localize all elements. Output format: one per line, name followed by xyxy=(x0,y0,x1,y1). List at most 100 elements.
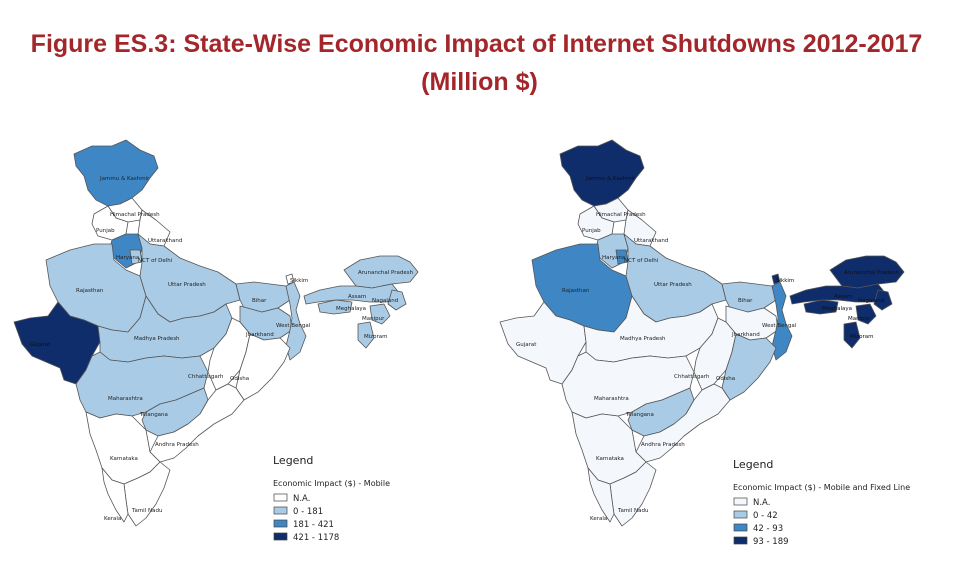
state-label-telangana: Telangana xyxy=(625,412,654,418)
state-label-manipur: Manipur xyxy=(848,316,871,322)
state-label-arunanchal-pradesh: Arunanchal Pradesh xyxy=(358,270,414,276)
legend-swatch-high xyxy=(273,532,288,541)
state-bihar xyxy=(235,281,291,313)
legend-swatch-na xyxy=(273,493,288,502)
state-label-meghalaya: Meghalaya xyxy=(822,306,852,312)
figure-title: Figure ES.3: State-Wise Economic Impact … xyxy=(30,30,923,58)
state-label-mizoram: Mizoram xyxy=(364,334,388,340)
state-label-rajasthan: Rajasthan xyxy=(562,288,590,294)
state-odisha xyxy=(721,333,777,401)
legend-swatch-mid xyxy=(733,523,748,532)
state-jammu-and-kashmir xyxy=(559,139,645,207)
legend-subtitle: Economic Impact ($) - Mobile and Fixed L… xyxy=(733,483,910,492)
state-west-bengal xyxy=(285,281,307,361)
state-meghalaya xyxy=(803,299,839,315)
legend-mobile-fixed-line: Legend Economic Impact ($) - Mobile and … xyxy=(733,458,910,547)
state-label-punjab: Punjab xyxy=(96,228,115,234)
state-label-uttarakhand: Uttarakhand xyxy=(148,238,182,244)
state-manipur xyxy=(369,303,391,325)
state-label-karnataka: Karnataka xyxy=(110,456,138,462)
state-label-kerala: Kerala xyxy=(104,516,121,522)
state-label-nagaland: Nagaland xyxy=(858,298,884,304)
state-label-bihar: Bihar xyxy=(252,298,267,304)
state-label-uttarakhand: Uttarakhand xyxy=(634,238,668,244)
state-jammu-and-kashmir xyxy=(73,139,159,207)
state-label-jammu-and-kashmir: Jammu & Kashmir xyxy=(99,176,150,182)
legend-swatch-high xyxy=(733,536,748,545)
state-label-andhra-pradesh: Andhra Pradesh xyxy=(155,442,199,448)
state-label-rajasthan: Rajasthan xyxy=(76,288,104,294)
state-label-punjab: Punjab xyxy=(582,228,601,234)
state-label-nagaland: Nagaland xyxy=(372,298,398,304)
state-label-chhattisgarh: Chhattisgarh xyxy=(674,374,710,380)
state-label-madhya-pradesh: Madhya Pradesh xyxy=(134,336,180,342)
legend-label-high: 421 - 1178 xyxy=(293,533,339,543)
legend-title: Legend xyxy=(273,454,313,467)
legend-label-low: 0 - 42 xyxy=(753,511,778,521)
state-label-nct-of-delhi: NCT of Delhi xyxy=(138,258,173,264)
state-label-andhra-pradesh: Andhra Pradesh xyxy=(641,442,685,448)
state-label-jharkhand: Jharkhand xyxy=(731,332,760,338)
state-andhra-pradesh xyxy=(149,383,245,463)
legend-label-na: N.A. xyxy=(753,498,770,508)
state-label-odisha: Odisha xyxy=(716,376,735,382)
legend-label-high: 93 - 189 xyxy=(753,537,789,547)
state-nagaland xyxy=(387,289,407,311)
state-label-manipur: Manipur xyxy=(362,316,385,322)
state-label-haryana: Haryana xyxy=(116,255,139,261)
state-label-himachal-pradesh: Himachal Pradesh xyxy=(110,212,160,218)
state-manipur xyxy=(855,303,877,325)
state-label-kerala: Kerala xyxy=(590,516,607,522)
state-label-tamil-nadu: Tamil Nadu xyxy=(131,508,162,514)
state-label-sikkim: Sikkim xyxy=(290,278,308,284)
state-bihar xyxy=(721,281,777,313)
legend-mobile: Legend Economic Impact ($) - Mobile N.A.… xyxy=(273,454,390,543)
figure-subtitle-units: (Million $) xyxy=(421,68,538,96)
state-label-odisha: Odisha xyxy=(230,376,249,382)
state-label-madhya-pradesh: Madhya Pradesh xyxy=(620,336,666,342)
state-label-bihar: Bihar xyxy=(738,298,753,304)
legend-swatch-low xyxy=(733,510,748,519)
legend-swatch-low xyxy=(273,506,288,515)
state-kerala xyxy=(101,467,129,523)
state-label-assam: Assam xyxy=(348,294,366,300)
state-label-maharashtra: Maharashtra xyxy=(594,396,629,402)
state-mizoram xyxy=(357,321,375,349)
state-label-uttar-pradesh: Uttar Pradesh xyxy=(168,282,206,288)
state-nagaland xyxy=(873,289,893,311)
legend-subtitle: Economic Impact ($) - Mobile xyxy=(273,479,390,488)
state-label-telangana: Telangana xyxy=(139,412,168,418)
state-west-bengal xyxy=(771,281,793,361)
state-label-gujarat: Gujarat xyxy=(516,342,537,348)
legend-swatch-na xyxy=(733,497,748,506)
state-label-sikkim: Sikkim xyxy=(776,278,794,284)
state-label-meghalaya: Meghalaya xyxy=(336,306,366,312)
legend-swatch-mid xyxy=(273,519,288,528)
state-label-west-bengal: West Bengal xyxy=(762,323,797,329)
state-label-haryana: Haryana xyxy=(602,255,625,261)
legend-label-mid: 181 - 421 xyxy=(293,520,334,530)
state-label-arunanchal-pradesh: Arunanchal Pradesh xyxy=(844,270,900,276)
state-label-uttar-pradesh: Uttar Pradesh xyxy=(654,282,692,288)
state-label-tamil-nadu: Tamil Nadu xyxy=(617,508,648,514)
map-mobile-fixed-line: Jammu & Kashmir Himachal Pradesh Punjab Utt… xyxy=(499,139,905,527)
state-kerala xyxy=(587,467,615,523)
legend-title: Legend xyxy=(733,458,773,471)
state-label-jammu-and-kashmir: Jammu & Kashmir xyxy=(585,176,636,182)
state-label-mizoram: Mizoram xyxy=(850,334,874,340)
legend-label-na: N.A. xyxy=(293,494,310,504)
state-odisha xyxy=(235,333,291,401)
state-label-gujarat: Gujarat xyxy=(30,342,51,348)
state-label-himachal-pradesh: Himachal Pradesh xyxy=(596,212,646,218)
state-label-assam: Assam xyxy=(834,294,852,300)
legend-label-mid: 42 - 93 xyxy=(753,524,783,534)
legend-label-low: 0 - 181 xyxy=(293,507,323,517)
map-mobile: Jammu & Kashmir Himachal Pradesh Punjab Utt… xyxy=(13,139,419,527)
state-andhra-pradesh xyxy=(635,383,731,463)
state-label-jharkhand: Jharkhand xyxy=(245,332,274,338)
state-label-maharashtra: Maharashtra xyxy=(108,396,143,402)
state-label-chhattisgarh: Chhattisgarh xyxy=(188,374,224,380)
state-mizoram xyxy=(843,321,861,349)
